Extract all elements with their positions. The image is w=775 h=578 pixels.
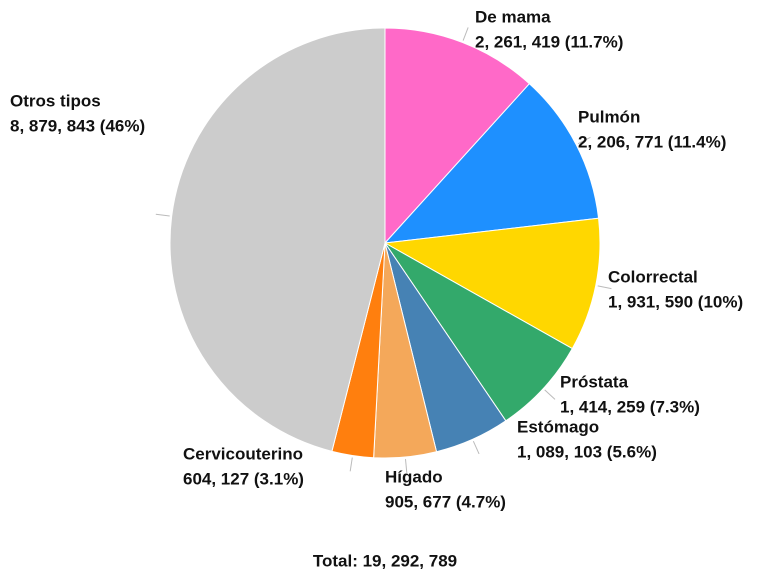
leader-line [155, 213, 170, 217]
slice-value-label: 1, 089, 103 (5.6%) [517, 442, 657, 461]
slice-name: Hígado [385, 467, 443, 486]
leader-line [472, 440, 480, 455]
slice-value-label: 2, 206, 771 (11.4%) [578, 132, 726, 151]
slice-value-label: 8, 879, 843 (46%) [10, 116, 145, 135]
leader-line [349, 457, 353, 472]
total-label: Total: 19, 292, 789 [313, 551, 457, 570]
slice-name: De mama [475, 7, 551, 26]
pie-slice [383, 83, 600, 244]
pie-slice [169, 27, 386, 452]
leader-line [462, 27, 469, 41]
pie-slice [384, 242, 573, 422]
slice-name: Otros tipos [10, 91, 101, 110]
leader-line [544, 389, 556, 400]
slice-name: Colorrectal [608, 267, 698, 286]
slice-name: Cervicouterino [183, 444, 303, 463]
pie-slice [384, 27, 531, 245]
leader-line [577, 136, 591, 145]
leader-line [404, 458, 408, 474]
pie-slice [383, 217, 601, 350]
slice-name: Próstata [560, 372, 629, 391]
leader-line [597, 285, 612, 290]
slice-value-label: 905, 677 (4.7%) [385, 492, 506, 511]
slice-value-label: 2, 261, 419 (11.7%) [475, 32, 623, 51]
slice-name: Estómago [517, 417, 599, 436]
slice-value-label: 604, 127 (3.1%) [183, 469, 304, 488]
slice-value-label: 1, 414, 259 (7.3%) [560, 397, 700, 416]
slice-name: Pulmón [578, 107, 640, 126]
slice-value-label: 1, 931, 590 (10%) [608, 292, 743, 311]
